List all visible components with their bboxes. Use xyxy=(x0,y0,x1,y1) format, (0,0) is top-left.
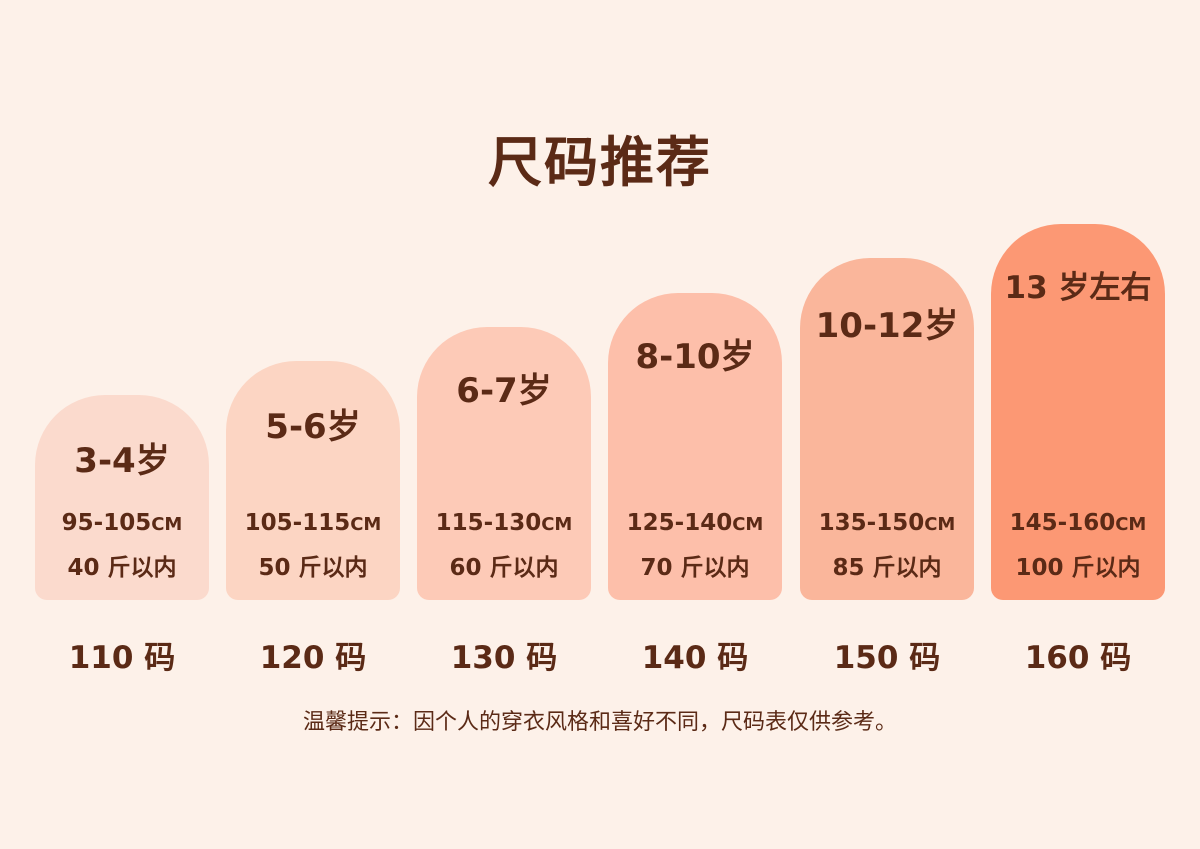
age-label: 5-6岁 xyxy=(265,407,361,447)
height-unit: CM xyxy=(1115,514,1147,535)
height-value: 95-105 xyxy=(61,510,152,536)
size-card-110: 3-4岁 95-105CM 40 斤以内 xyxy=(35,395,209,600)
height-value: 125-140 xyxy=(626,510,733,536)
height-unit: CM xyxy=(151,514,183,535)
weight-range: 40 斤以内 xyxy=(67,555,177,581)
height-range: 135-150CM xyxy=(800,510,974,536)
height-range: 125-140CM xyxy=(608,510,782,536)
height-range: 115-130CM xyxy=(417,510,591,536)
height-value: 145-160 xyxy=(1009,510,1116,536)
size-card-130: 6-7岁 115-130CM 60 斤以内 xyxy=(417,327,591,600)
age-label: 10-12岁 xyxy=(815,306,959,346)
height-unit: CM xyxy=(541,514,573,535)
age-label: 3-4岁 xyxy=(74,441,170,481)
height-range: 95-105CM xyxy=(35,510,209,536)
size-label-160: 160 码 xyxy=(1024,640,1132,676)
size-label-130: 130 码 xyxy=(450,640,558,676)
age-label: 13 岁左右 xyxy=(1004,270,1152,306)
height-unit: CM xyxy=(350,514,382,535)
size-label-150: 150 码 xyxy=(833,640,941,676)
size-card-140: 8-10岁 125-140CM 70 斤以内 xyxy=(608,293,782,600)
page-title: 尺码推荐 xyxy=(488,131,712,194)
height-unit: CM xyxy=(732,514,764,535)
weight-range: 100 斤以内 xyxy=(1015,555,1141,581)
height-value: 135-150 xyxy=(818,510,925,536)
tip-text: 温馨提示：因个人的穿衣风格和喜好不同，尺码表仅供参考。 xyxy=(302,710,897,735)
size-label-120: 120 码 xyxy=(259,640,367,676)
size-card-120: 5-6岁 105-115CM 50 斤以内 xyxy=(226,361,400,600)
size-card-150: 10-12岁 135-150CM 85 斤以内 xyxy=(800,258,974,600)
weight-range: 50 斤以内 xyxy=(258,555,368,581)
weight-range: 60 斤以内 xyxy=(449,555,559,581)
height-value: 105-115 xyxy=(244,510,351,536)
size-card-160: 13 岁左右 145-160CM 100 斤以内 xyxy=(991,224,1165,600)
size-label-110: 110 码 xyxy=(68,640,176,676)
size-label-140: 140 码 xyxy=(641,640,749,676)
weight-range: 70 斤以内 xyxy=(640,555,750,581)
age-label: 6-7岁 xyxy=(456,371,552,411)
height-unit: CM xyxy=(924,514,956,535)
weight-range: 85 斤以内 xyxy=(832,555,942,581)
height-range: 145-160CM xyxy=(991,510,1165,536)
height-range: 105-115CM xyxy=(226,510,400,536)
height-value: 115-130 xyxy=(435,510,542,536)
age-label: 8-10岁 xyxy=(635,337,755,377)
